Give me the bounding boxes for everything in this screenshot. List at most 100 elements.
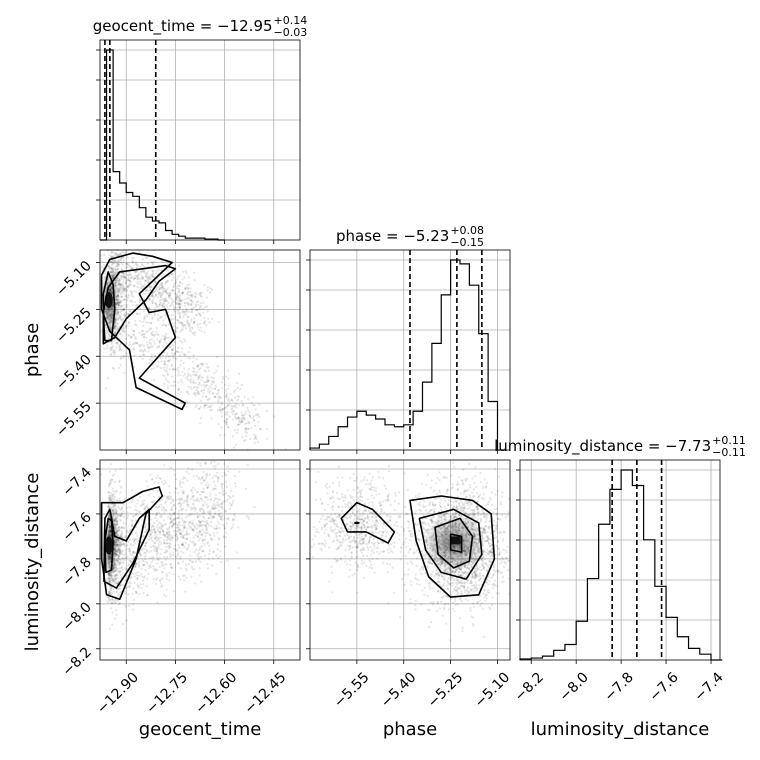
sample-point	[178, 281, 182, 284]
sample-point	[147, 567, 151, 570]
sample-point	[463, 571, 466, 574]
sample-point	[163, 567, 166, 570]
sample-point	[230, 405, 233, 408]
sample-point	[116, 582, 119, 585]
sample-point	[161, 571, 164, 574]
sample-point	[192, 494, 195, 498]
sample-point	[155, 547, 158, 550]
sample-point	[146, 344, 149, 347]
sample-point	[162, 542, 165, 545]
sample-point	[123, 316, 126, 319]
sample-point	[119, 357, 122, 360]
sample-point	[194, 525, 197, 529]
sample-point	[186, 527, 189, 530]
sample-point	[155, 550, 158, 553]
sample-point	[119, 574, 122, 577]
sample-point	[160, 315, 163, 318]
sample-point	[217, 512, 220, 515]
sample-point	[250, 427, 253, 430]
sample-point	[177, 387, 180, 391]
sample-point	[231, 399, 234, 403]
sample-point	[351, 546, 354, 549]
sample-point	[209, 406, 212, 409]
sample-point	[117, 539, 120, 542]
sample-point	[122, 274, 126, 277]
sample-point	[184, 302, 187, 305]
sample-point	[183, 499, 186, 502]
sample-point	[120, 290, 124, 293]
sample-point	[181, 322, 184, 325]
sample-point	[191, 361, 194, 364]
sample-point	[120, 530, 123, 533]
sample-point	[201, 476, 204, 479]
sample-point	[223, 527, 226, 530]
sample-point	[473, 513, 476, 516]
sample-point	[145, 256, 148, 259]
sample-point	[216, 392, 219, 396]
sample-point	[145, 548, 148, 552]
sample-point	[244, 427, 247, 430]
sample-point	[151, 559, 154, 562]
sample-point	[162, 509, 166, 512]
sample-point	[163, 359, 166, 363]
sample-point	[151, 261, 154, 264]
sample-point	[174, 380, 177, 383]
sample-point	[235, 412, 238, 415]
sample-point	[118, 349, 121, 352]
sample-point	[253, 404, 256, 407]
sample-point	[111, 510, 114, 513]
sample-point	[155, 327, 158, 330]
sample-point	[181, 328, 184, 331]
sample-point	[192, 373, 195, 376]
sample-point	[127, 278, 130, 281]
sample-point	[120, 583, 123, 586]
sample-point	[177, 512, 180, 515]
sample-point	[167, 515, 170, 518]
sample-point	[172, 274, 175, 277]
sample-point	[211, 507, 214, 510]
sample-point	[119, 544, 122, 547]
sample-point	[164, 535, 167, 538]
sample-point	[151, 556, 154, 559]
sample-point	[446, 580, 449, 584]
sample-point	[215, 497, 218, 500]
sample-point	[201, 389, 204, 392]
sample-point	[117, 529, 121, 532]
sample-point	[259, 428, 262, 431]
sample-point	[205, 519, 208, 522]
sample-point	[382, 477, 385, 480]
sample-point	[120, 287, 123, 290]
sample-point	[186, 320, 189, 323]
sample-point	[163, 299, 167, 303]
sample-point	[181, 517, 184, 520]
sample-point	[140, 549, 143, 552]
sample-point	[118, 283, 121, 286]
sample-point	[227, 397, 230, 400]
sample-point	[214, 395, 217, 399]
sample-point	[121, 330, 124, 333]
sample-point	[138, 510, 141, 514]
sample-point	[204, 395, 207, 398]
sample-point	[162, 519, 165, 522]
sample-point	[118, 588, 121, 591]
sample-point	[196, 371, 199, 374]
sample-point	[151, 263, 155, 266]
sample-point	[193, 321, 196, 324]
sample-point	[156, 552, 159, 555]
sample-point	[118, 291, 121, 294]
sample-point	[113, 514, 116, 517]
sample-point	[491, 583, 494, 586]
sample-point	[173, 317, 176, 321]
sample-point	[438, 607, 442, 610]
sample-point	[191, 496, 194, 499]
sample-point	[219, 411, 223, 414]
sample-point	[197, 558, 200, 562]
sample-point	[170, 520, 173, 523]
sample-point	[236, 431, 239, 434]
sample-point	[136, 540, 139, 543]
sample-point	[127, 263, 130, 266]
sample-point	[140, 274, 143, 277]
sample-point	[148, 307, 151, 310]
sample-point	[442, 595, 445, 598]
sample-point	[232, 413, 235, 416]
